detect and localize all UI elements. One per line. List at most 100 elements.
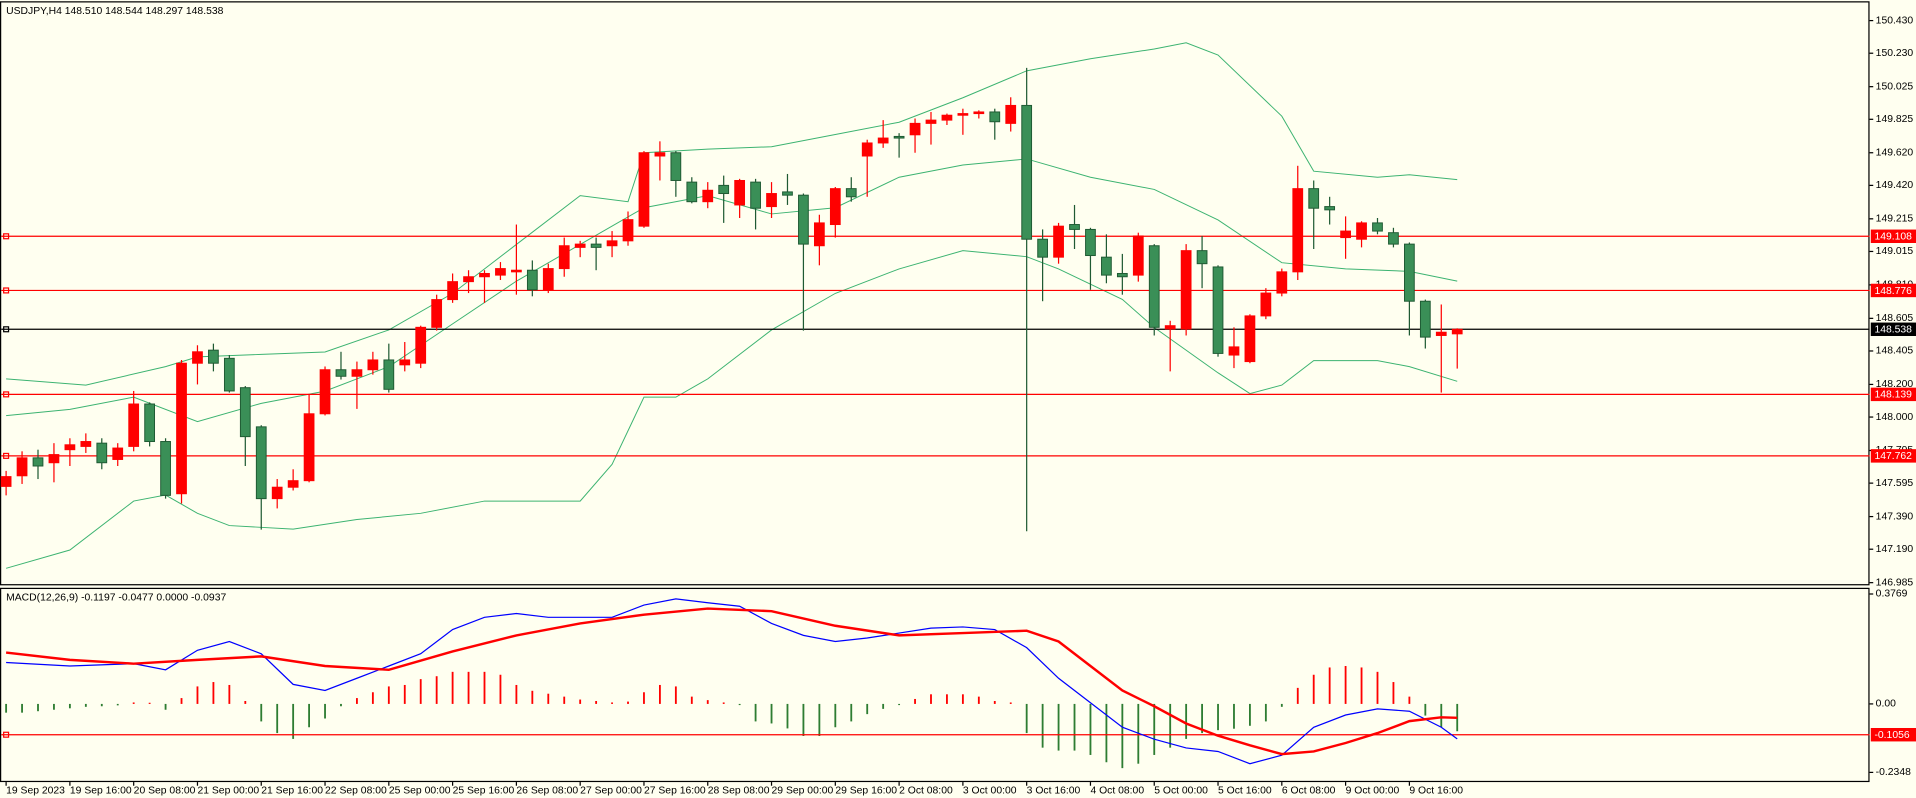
x-tick-label: 5 Oct 16:00: [1218, 785, 1272, 796]
candle-body: [1196, 250, 1208, 265]
chart-title: USDJPY,H4 148.510 148.544 148.297 148.53…: [6, 6, 224, 17]
candle-body: [1228, 346, 1240, 356]
candle-body: [367, 359, 379, 371]
y-tick-label: 0.00: [1876, 699, 1896, 710]
x-tick-label: 29 Sep 00:00: [772, 785, 834, 796]
candle-body: [957, 113, 969, 116]
candle-body: [208, 349, 219, 364]
x-tick-label: 4 Oct 08:00: [1090, 785, 1144, 796]
y-tick-label: 150.230: [1876, 48, 1914, 59]
candle-body: [702, 189, 714, 203]
candle-body: [750, 181, 761, 209]
y-tick-label: -0.2348: [1876, 767, 1911, 778]
level-label-box: [1870, 283, 1916, 298]
candle-body: [813, 222, 825, 247]
candle-body: [495, 268, 506, 276]
x-tick-label: 27 Sep 16:00: [644, 785, 706, 796]
y-tick-label: 149.215: [1876, 214, 1914, 225]
level-label: -0.1056: [1874, 730, 1909, 741]
candle-body: [1340, 230, 1351, 239]
x-tick-label: 21 Sep 16:00: [261, 785, 323, 796]
candle-body: [463, 276, 474, 283]
price-panel-frame: [0, 1, 1870, 586]
candle-body: [1180, 250, 1192, 330]
candle-body: [638, 152, 650, 227]
x-tick-label: 29 Sep 16:00: [835, 785, 897, 796]
macd-line: [6, 598, 1458, 765]
x-tick-label: 9 Oct 00:00: [1346, 785, 1400, 796]
y-tick-label: 147.390: [1876, 511, 1914, 522]
candle-body: [1435, 331, 1447, 336]
level-marker: [3, 326, 10, 333]
candle-body: [287, 480, 299, 488]
candle-body: [511, 269, 522, 273]
x-tick-label: 19 Sep 2023: [6, 785, 65, 796]
candle-body: [1324, 206, 1336, 211]
y-tick-label: 148.605: [1876, 313, 1914, 324]
candle-body: [798, 194, 809, 245]
macd-line: [5, 607, 1458, 756]
level-label: 147.762: [1874, 451, 1912, 462]
candle-body: [909, 122, 921, 136]
candle-body: [271, 486, 283, 500]
candle-body: [829, 188, 841, 226]
candle-body: [1132, 235, 1144, 276]
candle-body: [1116, 272, 1128, 278]
y-tick-label: 150.025: [1876, 81, 1914, 92]
candle-body: [176, 362, 187, 495]
candle-body: [893, 135, 905, 139]
candle-body: [431, 299, 443, 328]
candle-body: [1451, 328, 1463, 335]
x-tick-label: 19 Sep 16:00: [70, 785, 132, 796]
candle-body: [542, 268, 554, 291]
candle-body: [590, 243, 602, 248]
level-label: 149.108: [1874, 232, 1912, 243]
candle-body: [383, 359, 395, 390]
x-tick-label: 3 Oct 16:00: [1027, 785, 1081, 796]
bollinger-band: [5, 250, 1458, 569]
level-label: 148.538: [1874, 325, 1912, 336]
y-tick-label: 148.000: [1876, 412, 1914, 423]
level-label-box: [1870, 322, 1916, 336]
candle-body: [399, 359, 411, 366]
candle-body: [351, 369, 363, 377]
candle-body: [239, 387, 251, 438]
candle-body: [1085, 228, 1096, 257]
candle-body: [128, 403, 140, 447]
candle-body: [1005, 104, 1017, 124]
candle-body: [1164, 325, 1176, 330]
candle-body: [782, 191, 793, 196]
bollinger-band: [6, 42, 1458, 386]
candle-body: [606, 240, 618, 247]
level-marker: [3, 452, 10, 459]
candle-body: [670, 152, 682, 181]
y-tick-label: 147.595: [1876, 478, 1914, 489]
candle-body: [32, 457, 44, 467]
candle-body: [319, 369, 331, 415]
macd-panel-frame: [0, 587, 1870, 783]
candle-body: [48, 454, 60, 464]
candle-body: [1260, 292, 1272, 317]
level-label-box: [1870, 727, 1916, 742]
y-tick-label: 150.430: [1876, 15, 1914, 26]
indicator-title: MACD(12,26,9) -0.1197 -0.0477 0.0000 -0.…: [6, 592, 226, 603]
level-label-box: [1870, 229, 1916, 244]
y-tick-label: 0.3769: [1876, 589, 1908, 600]
candle-body: [925, 119, 937, 124]
x-tick-label: 3 Oct 00:00: [963, 785, 1017, 796]
candle-body: [192, 351, 203, 364]
candle-body: [1212, 266, 1224, 354]
candle-body: [1037, 238, 1048, 258]
candle-body: [1372, 222, 1383, 232]
candle-body: [479, 272, 490, 278]
level-label-box: [1870, 387, 1916, 402]
x-tick-label: 26 Sep 08:00: [516, 785, 578, 796]
candle-body: [160, 441, 171, 496]
candle-body: [0, 476, 12, 487]
candle-body: [1404, 243, 1415, 302]
candle-body: [1021, 104, 1033, 240]
y-tick-label: 148.200: [1876, 379, 1914, 390]
x-tick-label: 9 Oct 16:00: [1409, 785, 1463, 796]
